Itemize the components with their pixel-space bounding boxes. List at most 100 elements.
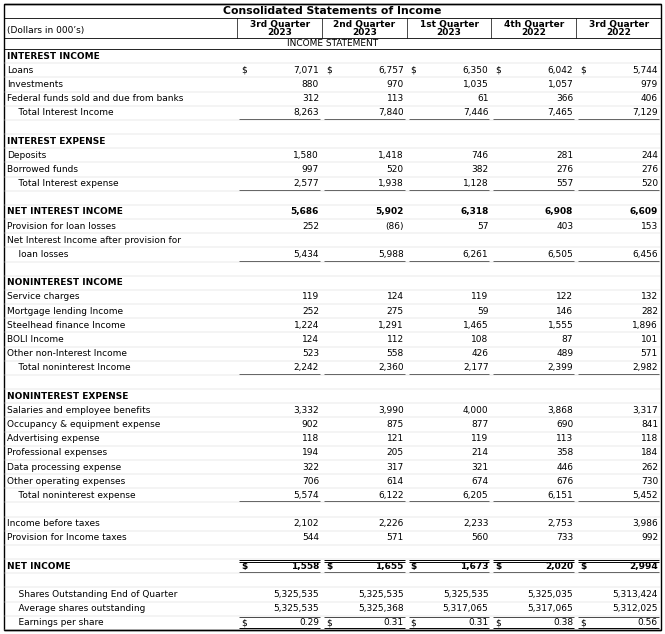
Text: 403: 403 xyxy=(556,222,573,231)
Text: 6,042: 6,042 xyxy=(548,66,573,75)
Text: 87: 87 xyxy=(562,335,573,344)
Text: 281: 281 xyxy=(556,151,573,160)
Text: 0.56: 0.56 xyxy=(638,618,658,628)
Text: 1,896: 1,896 xyxy=(632,321,658,330)
Text: 153: 153 xyxy=(641,222,658,231)
Text: 571: 571 xyxy=(386,533,404,543)
Text: 1,580: 1,580 xyxy=(293,151,319,160)
Text: 122: 122 xyxy=(556,292,573,302)
Text: 366: 366 xyxy=(556,94,573,103)
Text: 312: 312 xyxy=(302,94,319,103)
Text: 902: 902 xyxy=(302,420,319,429)
Text: 730: 730 xyxy=(641,477,658,486)
Text: 2022: 2022 xyxy=(606,28,631,37)
Text: 6,122: 6,122 xyxy=(378,491,404,500)
Text: 2022: 2022 xyxy=(521,28,547,37)
Text: 2,226: 2,226 xyxy=(378,519,404,528)
Text: 6,350: 6,350 xyxy=(463,66,489,75)
Text: 2,399: 2,399 xyxy=(547,363,573,372)
Text: 317: 317 xyxy=(386,463,404,472)
Text: 5,325,535: 5,325,535 xyxy=(273,604,319,613)
Text: $: $ xyxy=(495,618,501,628)
Text: 3,986: 3,986 xyxy=(632,519,658,528)
Text: 979: 979 xyxy=(641,80,658,89)
Text: 997: 997 xyxy=(302,165,319,174)
Text: 275: 275 xyxy=(386,307,404,316)
Text: $: $ xyxy=(411,618,416,628)
Text: 5,434: 5,434 xyxy=(293,250,319,259)
Text: 2023: 2023 xyxy=(352,28,377,37)
Text: 746: 746 xyxy=(471,151,489,160)
Text: 1,418: 1,418 xyxy=(378,151,404,160)
Text: Other non-Interest Income: Other non-Interest Income xyxy=(7,349,127,358)
Text: 5,574: 5,574 xyxy=(293,491,319,500)
Text: 5,686: 5,686 xyxy=(291,207,319,216)
Text: 2,994: 2,994 xyxy=(629,562,658,571)
Text: 124: 124 xyxy=(302,335,319,344)
Text: 6,318: 6,318 xyxy=(460,207,489,216)
Text: 205: 205 xyxy=(386,448,404,457)
Text: 2nd Quarter: 2nd Quarter xyxy=(333,20,396,30)
Text: $: $ xyxy=(581,618,586,628)
Text: 124: 124 xyxy=(387,292,404,302)
Text: 2023: 2023 xyxy=(437,28,462,37)
Text: Mortgage lending Income: Mortgage lending Income xyxy=(7,307,123,316)
Text: 244: 244 xyxy=(641,151,658,160)
Text: 1,673: 1,673 xyxy=(460,562,489,571)
Text: Consolidated Statements of Income: Consolidated Statements of Income xyxy=(223,6,442,16)
Text: $: $ xyxy=(241,618,247,628)
Text: 2,233: 2,233 xyxy=(463,519,489,528)
Text: 5,325,535: 5,325,535 xyxy=(443,590,489,599)
Text: $: $ xyxy=(411,562,417,571)
Text: 119: 119 xyxy=(471,434,489,443)
Text: Service charges: Service charges xyxy=(7,292,80,302)
Text: Steelhead finance Income: Steelhead finance Income xyxy=(7,321,126,330)
Text: 358: 358 xyxy=(556,448,573,457)
Text: 5,317,065: 5,317,065 xyxy=(443,604,489,613)
Text: Salaries and employee benefits: Salaries and employee benefits xyxy=(7,406,150,415)
Text: 118: 118 xyxy=(641,434,658,443)
Text: 121: 121 xyxy=(386,434,404,443)
Text: 61: 61 xyxy=(477,94,489,103)
Text: 276: 276 xyxy=(641,165,658,174)
Text: NONINTEREST EXPENSE: NONINTEREST EXPENSE xyxy=(7,392,128,401)
Text: 2,242: 2,242 xyxy=(294,363,319,372)
Text: 322: 322 xyxy=(302,463,319,472)
Text: 544: 544 xyxy=(302,533,319,543)
Text: 6,151: 6,151 xyxy=(547,491,573,500)
Text: 875: 875 xyxy=(386,420,404,429)
Text: Occupancy & equipment expense: Occupancy & equipment expense xyxy=(7,420,160,429)
Text: 4th Quarter: 4th Quarter xyxy=(504,20,564,30)
Text: $: $ xyxy=(241,562,247,571)
Text: 2,753: 2,753 xyxy=(547,519,573,528)
Text: 5,317,065: 5,317,065 xyxy=(527,604,573,613)
Text: 5,325,535: 5,325,535 xyxy=(273,590,319,599)
Text: 59: 59 xyxy=(477,307,489,316)
Text: Average shares outstanding: Average shares outstanding xyxy=(7,604,146,613)
Text: 6,261: 6,261 xyxy=(463,250,489,259)
Text: Total noninterest Income: Total noninterest Income xyxy=(7,363,130,372)
Text: 446: 446 xyxy=(556,463,573,472)
Text: 112: 112 xyxy=(386,335,404,344)
Text: 523: 523 xyxy=(302,349,319,358)
Text: 6,908: 6,908 xyxy=(545,207,573,216)
Text: 6,505: 6,505 xyxy=(547,250,573,259)
Text: 1,465: 1,465 xyxy=(463,321,489,330)
Text: 7,465: 7,465 xyxy=(547,108,573,117)
Text: 5,325,368: 5,325,368 xyxy=(358,604,404,613)
Text: 571: 571 xyxy=(641,349,658,358)
Text: 676: 676 xyxy=(556,477,573,486)
Text: 706: 706 xyxy=(302,477,319,486)
Text: 2,982: 2,982 xyxy=(632,363,658,372)
Text: 7,446: 7,446 xyxy=(463,108,489,117)
Text: INTEREST INCOME: INTEREST INCOME xyxy=(7,51,100,61)
Text: 1,224: 1,224 xyxy=(294,321,319,330)
Text: 992: 992 xyxy=(641,533,658,543)
Text: 0.31: 0.31 xyxy=(468,618,489,628)
Text: 2,177: 2,177 xyxy=(463,363,489,372)
Text: Net Interest Income after provision for: Net Interest Income after provision for xyxy=(7,236,181,245)
Text: 1,555: 1,555 xyxy=(547,321,573,330)
Text: 119: 119 xyxy=(302,292,319,302)
Text: 406: 406 xyxy=(641,94,658,103)
Text: Total Interest Income: Total Interest Income xyxy=(7,108,114,117)
